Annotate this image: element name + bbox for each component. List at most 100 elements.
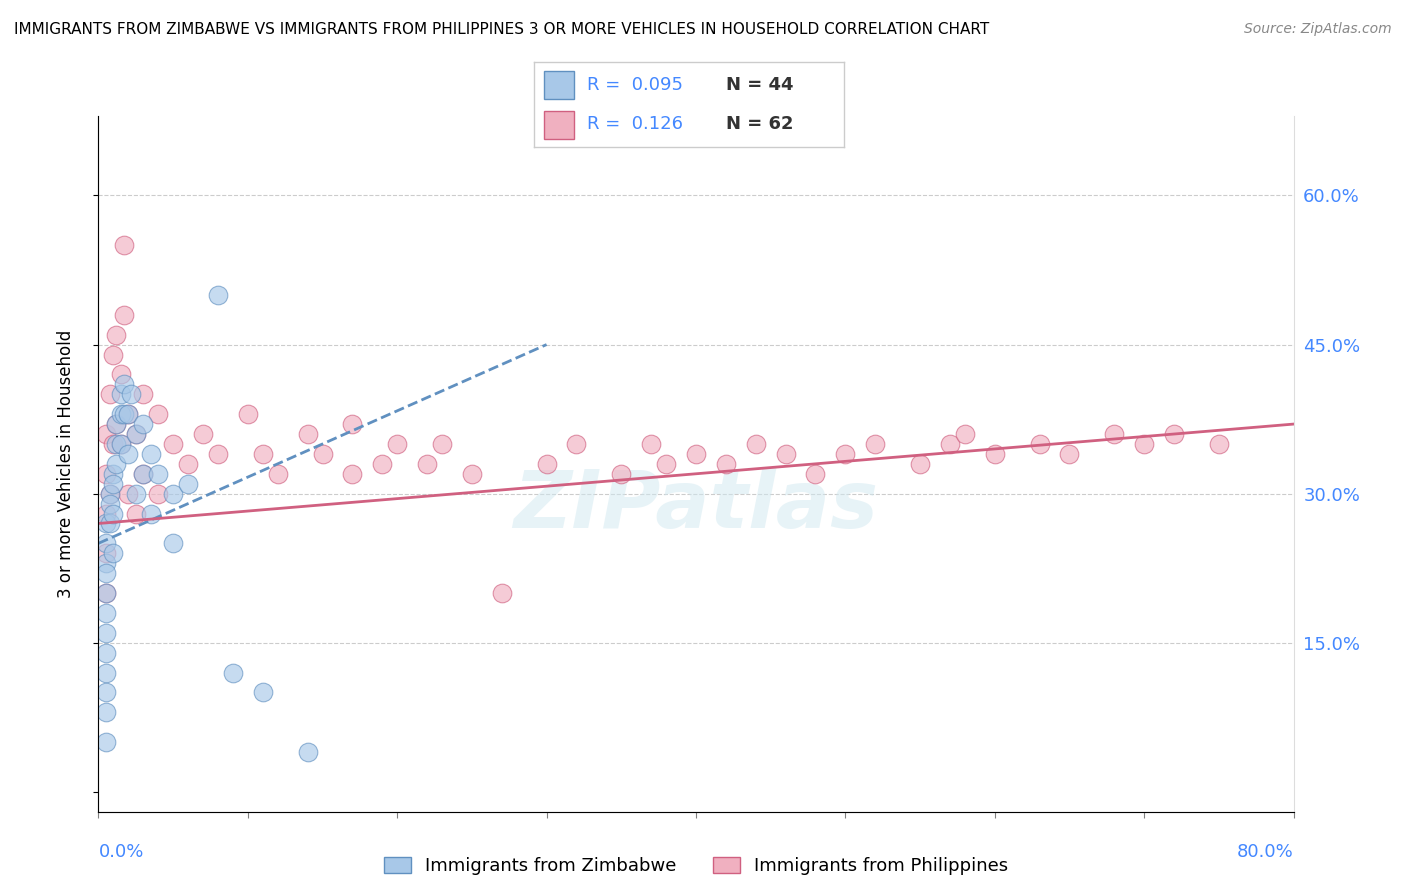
Point bbox=[94, 735, 117, 749]
Point bbox=[610, 467, 633, 481]
Legend: Immigrants from Zimbabwe, Immigrants from Philippines: Immigrants from Zimbabwe, Immigrants fro… bbox=[377, 850, 1015, 883]
Point bbox=[132, 467, 155, 481]
Point bbox=[297, 745, 319, 759]
Point bbox=[655, 457, 678, 471]
Point bbox=[162, 536, 184, 550]
Point bbox=[139, 447, 162, 461]
Point bbox=[148, 407, 170, 421]
Point bbox=[714, 457, 737, 471]
Point bbox=[125, 427, 148, 442]
Point bbox=[117, 486, 139, 500]
Point bbox=[1208, 437, 1230, 451]
Point bbox=[94, 546, 117, 560]
Point bbox=[94, 516, 117, 531]
Point bbox=[103, 546, 125, 560]
Point bbox=[385, 437, 409, 451]
Point bbox=[110, 437, 132, 451]
Point bbox=[1133, 437, 1156, 451]
Point bbox=[162, 486, 184, 500]
Point bbox=[94, 665, 117, 680]
Text: R =  0.126: R = 0.126 bbox=[586, 115, 683, 133]
Point bbox=[94, 586, 117, 600]
Text: 0.0%: 0.0% bbox=[98, 843, 143, 861]
Point bbox=[112, 377, 135, 392]
Point bbox=[94, 556, 117, 570]
Text: R =  0.095: R = 0.095 bbox=[586, 77, 683, 95]
Point bbox=[110, 368, 132, 382]
Point bbox=[236, 407, 259, 421]
Point bbox=[103, 347, 125, 361]
Point bbox=[125, 507, 148, 521]
Point bbox=[953, 427, 976, 442]
Point bbox=[139, 507, 162, 521]
Point bbox=[105, 417, 128, 431]
Point bbox=[94, 536, 117, 550]
Point bbox=[834, 447, 856, 461]
Point bbox=[640, 437, 662, 451]
Point bbox=[94, 685, 117, 699]
Point bbox=[685, 447, 707, 461]
Point bbox=[191, 427, 214, 442]
Point bbox=[100, 516, 122, 531]
Point bbox=[491, 586, 513, 600]
Point bbox=[177, 476, 200, 491]
Point bbox=[865, 437, 887, 451]
Point bbox=[94, 467, 117, 481]
Point bbox=[125, 486, 148, 500]
Point bbox=[110, 407, 132, 421]
Point bbox=[1163, 427, 1185, 442]
Point bbox=[120, 387, 142, 401]
Point bbox=[177, 457, 200, 471]
Point bbox=[908, 457, 931, 471]
FancyBboxPatch shape bbox=[544, 111, 575, 139]
Point bbox=[103, 476, 125, 491]
Point bbox=[105, 437, 128, 451]
Point bbox=[117, 407, 139, 421]
Point bbox=[207, 447, 229, 461]
Point bbox=[342, 417, 364, 431]
Point bbox=[1104, 427, 1126, 442]
Point bbox=[939, 437, 962, 451]
Point bbox=[105, 457, 128, 471]
Point bbox=[132, 467, 155, 481]
Point bbox=[984, 447, 1007, 461]
Point bbox=[430, 437, 453, 451]
Point bbox=[110, 437, 132, 451]
Text: N = 62: N = 62 bbox=[725, 115, 793, 133]
Point bbox=[745, 437, 768, 451]
Text: N = 44: N = 44 bbox=[725, 77, 793, 95]
Point bbox=[94, 507, 117, 521]
Point bbox=[100, 486, 122, 500]
Point bbox=[94, 427, 117, 442]
Text: IMMIGRANTS FROM ZIMBABWE VS IMMIGRANTS FROM PHILIPPINES 3 OR MORE VEHICLES IN HO: IMMIGRANTS FROM ZIMBABWE VS IMMIGRANTS F… bbox=[14, 22, 990, 37]
Point bbox=[416, 457, 439, 471]
Point bbox=[94, 566, 117, 581]
Text: ZIPatlas: ZIPatlas bbox=[513, 467, 879, 545]
Point bbox=[112, 238, 135, 252]
Point bbox=[103, 437, 125, 451]
Point bbox=[100, 497, 122, 511]
Point bbox=[536, 457, 558, 471]
FancyBboxPatch shape bbox=[544, 71, 575, 99]
Point bbox=[103, 507, 125, 521]
Point bbox=[207, 288, 229, 302]
Point bbox=[117, 447, 139, 461]
Text: 80.0%: 80.0% bbox=[1237, 843, 1294, 861]
Point bbox=[105, 417, 128, 431]
Point bbox=[112, 407, 135, 421]
Point bbox=[267, 467, 290, 481]
Point bbox=[1059, 447, 1081, 461]
Point bbox=[461, 467, 484, 481]
Point bbox=[311, 447, 333, 461]
Point bbox=[94, 606, 117, 620]
Point bbox=[148, 486, 170, 500]
Point bbox=[94, 625, 117, 640]
Point bbox=[110, 387, 132, 401]
Point bbox=[775, 447, 797, 461]
Y-axis label: 3 or more Vehicles in Household: 3 or more Vehicles in Household bbox=[56, 330, 75, 598]
Point bbox=[105, 327, 128, 342]
Point bbox=[252, 447, 274, 461]
Point bbox=[342, 467, 364, 481]
Point bbox=[252, 685, 274, 699]
Point bbox=[103, 467, 125, 481]
